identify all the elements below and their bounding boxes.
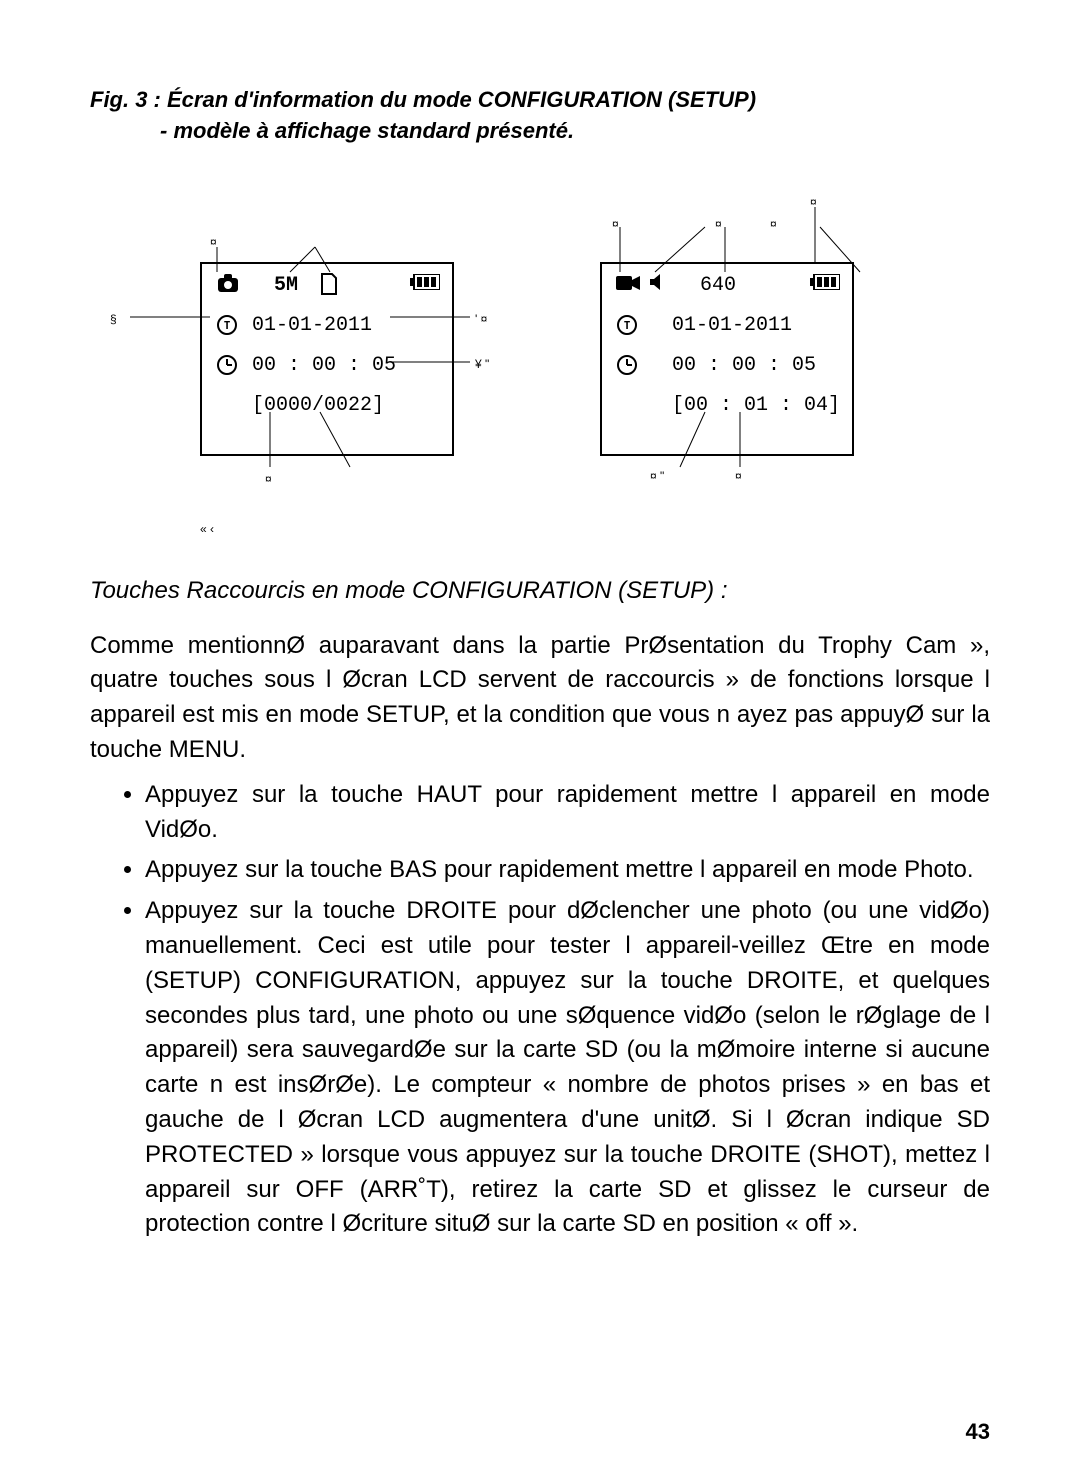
label-mark: ¤ — [770, 217, 777, 231]
label-mark: ' ¤ — [475, 312, 487, 326]
label-mark: § — [110, 312, 117, 326]
label-mark: ¤ " — [650, 469, 664, 483]
label-mark: ¤ — [265, 472, 272, 486]
label-mark: ¥ " — [475, 357, 489, 371]
section-heading: Touches Raccourcis en mode CONFIGURATION… — [90, 577, 990, 605]
paragraph-1: Comme mentionnØ auparavant dans la parti… — [90, 629, 990, 768]
document-page: Fig. 3 : Écran d'information du mode CON… — [0, 0, 1080, 1481]
page-number: 43 — [966, 1419, 990, 1445]
label-mark: ¤ — [612, 217, 619, 231]
label-mark: ¤ — [810, 195, 817, 209]
leader-lines-left — [90, 167, 560, 537]
label-mark: ¤ — [715, 217, 722, 231]
caption-line-2: - modèle à affichage standard présenté. — [160, 118, 574, 143]
label-mark: ¤ — [735, 469, 742, 483]
label-mark: ¤ — [210, 235, 217, 249]
label-mark: « ‹ — [200, 522, 214, 536]
figure-caption: Fig. 3 : Écran d'information du mode CON… — [90, 85, 990, 147]
list-item: Appuyez sur la touche DROITE pour dØclen… — [145, 894, 990, 1242]
list-item: Appuyez sur la touche HAUT pour rapideme… — [145, 778, 990, 848]
caption-line-1: Fig. 3 : Écran d'information du mode CON… — [90, 87, 756, 112]
list-item: Appuyez sur la touche BAS pour rapidemen… — [145, 853, 990, 888]
instruction-list: Appuyez sur la touche HAUT pour rapideme… — [90, 778, 990, 1242]
figure-diagram: 5M T 01-01-2011 00 : 00 : 05 [0000/0022] — [90, 167, 990, 537]
